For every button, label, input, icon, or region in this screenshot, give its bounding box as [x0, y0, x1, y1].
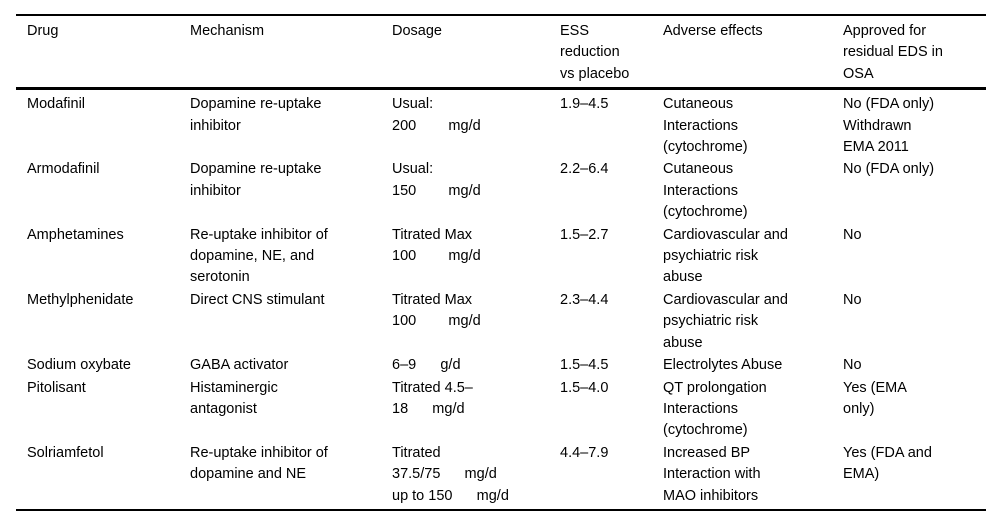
table-row: Solriamfetol Re-uptake inhibitor of dopa…: [16, 443, 986, 507]
cell-ess-reduction: 1.9–4.5: [560, 96, 609, 113]
column-header-approved: Approved for residual EDS in OSA: [843, 23, 943, 82]
column-header-adverse-effects: Adverse effects: [663, 23, 763, 39]
cell-mechanism: Re-uptake inhibitor of dopamine, NE, and…: [190, 226, 328, 286]
column-header-drug: Drug: [27, 23, 59, 39]
cell-approved: No: [843, 357, 862, 374]
cell-dosage: 6–9 g/d: [392, 357, 461, 374]
cell-adverse-effects: Cutaneous Interactions (cytochrome): [663, 161, 748, 221]
table-header-row: Drug Mechanism Dosage ESS reduction vs p…: [16, 14, 986, 91]
cell-ess-reduction: 2.3–4.4: [560, 291, 609, 308]
cell-drug: Amphetamines: [27, 226, 124, 243]
cell-ess-reduction: 1.5–2.7: [560, 226, 609, 243]
cell-adverse-effects: Cardiovascular and psychiatric risk abus…: [663, 226, 788, 286]
cell-dosage: Titrated Max 100 mg/d: [392, 226, 481, 265]
cell-drug: Armodafinil: [27, 161, 100, 178]
cell-dosage: Usual: 150 mg/d: [392, 161, 481, 199]
cell-drug: Pitolisant: [27, 379, 86, 396]
column-header-ess-reduction: ESS reduction vs placebo: [560, 23, 630, 82]
cell-ess-reduction: 2.2–6.4: [560, 161, 609, 178]
cell-adverse-effects: QT prolongation Interactions (cytochrome…: [663, 379, 767, 439]
cell-mechanism: Direct CNS stimulant: [190, 291, 325, 308]
cell-approved: No (FDA only): [843, 161, 935, 178]
table-row: Pitolisant Histaminergic antagonist Titr…: [16, 378, 986, 442]
cell-dosage: Titrated 37.5/75 mg/d up to 150 mg/d: [392, 444, 509, 504]
cell-drug: Sodium oxybate: [27, 357, 131, 374]
cell-mechanism: Re-uptake inhibitor of dopamine and NE: [190, 444, 328, 483]
cell-adverse-effects: Electrolytes Abuse: [663, 357, 783, 374]
cell-ess-reduction: 1.5–4.0: [560, 379, 609, 396]
cell-drug: Solriamfetol: [27, 444, 104, 461]
cell-dosage: Usual: 200 mg/d: [392, 96, 481, 134]
cell-dosage: Titrated Max 100 mg/d: [392, 291, 481, 330]
cell-drug: Modafinil: [27, 96, 86, 113]
table-row: Methylphenidate Direct CNS stimulant Tit…: [16, 290, 986, 354]
cell-approved: No (FDA only) Withdrawn EMA 2011: [843, 96, 935, 156]
cell-mechanism: Histaminergic antagonist: [190, 379, 278, 417]
cell-adverse-effects: Increased BP Interaction with MAO inhibi…: [663, 444, 761, 504]
cell-mechanism: Dopamine re-uptake inhibitor: [190, 96, 322, 134]
table-row: Armodafinil Dopamine re-uptake inhibitor…: [16, 159, 986, 223]
cell-drug: Methylphenidate: [27, 291, 134, 308]
column-header-mechanism: Mechanism: [190, 23, 265, 39]
table-row: Amphetamines Re-uptake inhibitor of dopa…: [16, 225, 986, 289]
cell-approved: Yes (FDA and EMA): [843, 444, 932, 483]
cell-approved: No: [843, 226, 862, 243]
cell-mechanism: Dopamine re-uptake inhibitor: [190, 161, 322, 199]
drug-comparison-table: Drug Mechanism Dosage ESS reduction vs p…: [16, 14, 986, 511]
cell-mechanism: GABA activator: [190, 357, 289, 374]
cell-adverse-effects: Cardiovascular and psychiatric risk abus…: [663, 291, 788, 351]
cell-adverse-effects: Cutaneous Interactions (cytochrome): [663, 96, 748, 156]
cell-ess-reduction: 1.5–4.5: [560, 357, 609, 374]
table-body: Modafinil Dopamine re-uptake inhibitor U…: [16, 90, 986, 511]
cell-ess-reduction: 4.4–7.9: [560, 444, 609, 461]
column-header-dosage: Dosage: [392, 23, 442, 39]
cell-dosage: Titrated 4.5– 18 mg/d: [392, 379, 473, 417]
cell-approved: No: [843, 291, 862, 308]
cell-approved: Yes (EMA only): [843, 379, 907, 417]
table-row: Modafinil Dopamine re-uptake inhibitor U…: [16, 94, 986, 158]
table-row: Sodium oxybate GABA activator 6–9 g/d 1.…: [16, 355, 986, 376]
